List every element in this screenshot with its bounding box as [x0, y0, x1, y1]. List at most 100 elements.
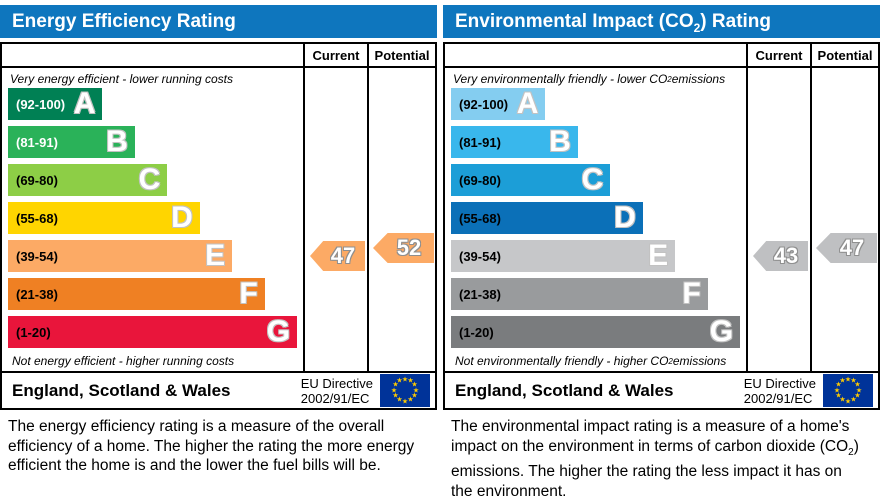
band-row: (92-100) A [451, 88, 746, 126]
rating-value: 43 [773, 243, 799, 268]
energy-current-rating-arrow: 47 [310, 241, 365, 271]
co2-potential-rating-arrow: 47 [816, 233, 877, 263]
band-d-bar: (55-68) D [8, 202, 200, 234]
band-letter: F [682, 277, 701, 310]
band-row: (39-54) E [451, 240, 746, 278]
band-letter: A [516, 87, 539, 120]
co2-bands-area: Very environmentally friendly - lower CO… [445, 68, 746, 371]
co2-current-cell: 43 [746, 68, 810, 371]
band-letter: A [73, 87, 96, 120]
band-f-bar: (21-38) F [451, 278, 708, 310]
band-letter: C [581, 163, 604, 196]
band-a-bar: (92-100) A [8, 87, 103, 120]
band-range-label: (39-54) [459, 248, 501, 264]
co2-footer: England, Scotland & Wales EU Directive 2… [445, 371, 878, 408]
band-row: (55-68) D [451, 202, 746, 240]
band-row: (1-20) G [8, 316, 303, 354]
current-column-header: Current [746, 44, 810, 68]
potential-column-header: Potential [367, 44, 435, 68]
band-c-bar: (69-80) C [451, 163, 611, 196]
band-range-label: (39-54) [16, 248, 58, 264]
eu-flag-icon: ★ ★ ★ ★ ★ ★ ★ ★ ★ ★ ★ ★ [380, 374, 430, 407]
energy-footer: England, Scotland & Wales EU Directive 2… [2, 371, 435, 408]
co2-potential-cell: 47 [810, 68, 878, 371]
band-row: (55-68) D [8, 202, 303, 240]
co2-bands: (92-100) A (81-91) B (69-80) C (55-68) D (39-54)… [451, 88, 746, 354]
environmental-impact-title-bar: Environmental Impact (CO2) Rating [443, 5, 880, 38]
band-letter: D [614, 201, 636, 234]
region-label: England, Scotland & Wales [12, 380, 231, 400]
environmental-impact-panel: Environmental Impact (CO2) Rating Curren… [443, 5, 880, 501]
band-letter: F [239, 277, 258, 310]
band-letter: E [205, 239, 226, 272]
current-column-header: Current [303, 44, 367, 68]
band-letter: E [648, 239, 669, 272]
energy-potential-rating-arrow: 52 [373, 233, 434, 263]
band-range-label: (21-38) [16, 286, 58, 302]
band-range-label: (55-68) [16, 210, 58, 226]
band-row: (69-80) C [451, 164, 746, 202]
top-scale-note: Very environmentally friendly - lower CO… [453, 72, 726, 86]
band-row: (69-80) C [8, 164, 303, 202]
band-row: (81-91) B [8, 126, 303, 164]
band-range-label: (69-80) [16, 172, 58, 188]
bottom-scale-note: Not energy efficient - higher running co… [12, 354, 235, 368]
band-letter: B [549, 125, 571, 158]
band-d-bar: (55-68) D [451, 202, 643, 234]
rating-value: 47 [330, 243, 356, 268]
band-range-label: (1-20) [16, 324, 51, 340]
environmental-impact-title: Environmental Impact (CO2) Rating [455, 10, 772, 35]
bottom-scale-note: Not environmentally friendly - higher CO… [455, 354, 727, 368]
band-range-label: (81-91) [16, 134, 58, 150]
eu-directive-label: EU Directive 2002/91/EC [743, 375, 816, 406]
band-e-bar: (39-54) E [8, 239, 233, 272]
band-a-bar: (92-100) A [451, 87, 546, 120]
band-g-bar: (1-20) G [451, 315, 741, 348]
band-letter: D [171, 201, 193, 234]
band-row: (1-20) G [451, 316, 746, 354]
header-spacer [445, 44, 746, 68]
band-range-label: (55-68) [459, 210, 501, 226]
band-f-bar: (21-38) F [8, 278, 265, 310]
band-range-label: (81-91) [459, 134, 501, 150]
energy-bands: (92-100) A (81-91) B (69-80) C (55-68) D (39-54)… [8, 88, 303, 354]
energy-efficiency-chart: Current Potential Very energy efficient … [0, 42, 437, 410]
band-row: (39-54) E [8, 240, 303, 278]
rating-value: 47 [839, 235, 865, 260]
band-letter: G [709, 315, 734, 348]
energy-efficiency-title: Energy Efficiency Rating [12, 10, 236, 32]
band-range-label: (69-80) [459, 172, 501, 188]
band-row: (21-38) F [8, 278, 303, 316]
eu-directive-label: EU Directive 2002/91/EC [300, 375, 373, 406]
rating-value: 52 [396, 235, 422, 260]
band-b-bar: (81-91) B [451, 126, 578, 158]
energy-caption: The energy efficiency rating is a measur… [8, 418, 415, 474]
energy-potential-cell: 52 [367, 68, 435, 371]
band-range-label: (1-20) [459, 324, 494, 340]
region-label: England, Scotland & Wales [455, 380, 674, 400]
energy-bands-area: Very energy efficient - lower running co… [2, 68, 303, 371]
energy-current-cell: 47 [303, 68, 367, 371]
band-e-bar: (39-54) E [451, 239, 676, 272]
energy-efficiency-panel: Energy Efficiency Rating Current Potenti… [0, 5, 437, 501]
band-c-bar: (69-80) C [8, 163, 168, 196]
co2-caption: The environmental impact rating is a mea… [451, 418, 859, 500]
potential-column-header: Potential [810, 44, 878, 68]
band-range-label: (92-100) [16, 96, 66, 112]
band-row: (21-38) F [451, 278, 746, 316]
band-range-label: (92-100) [459, 96, 509, 112]
header-spacer [2, 44, 303, 68]
band-row: (81-91) B [451, 126, 746, 164]
band-letter: B [106, 125, 128, 158]
band-letter: C [138, 163, 161, 196]
eu-flag-icon: ★ ★ ★ ★ ★ ★ ★ ★ ★ ★ ★ ★ [823, 374, 873, 407]
environmental-impact-chart: Current Potential Very environmentally f… [443, 42, 880, 410]
co2-current-rating-arrow: 43 [753, 241, 808, 271]
band-g-bar: (1-20) G [8, 315, 298, 348]
band-range-label: (21-38) [459, 286, 501, 302]
energy-efficiency-title-bar: Energy Efficiency Rating [0, 5, 437, 38]
band-b-bar: (81-91) B [8, 126, 135, 158]
band-row: (92-100) A [8, 88, 303, 126]
band-letter: G [266, 315, 291, 348]
